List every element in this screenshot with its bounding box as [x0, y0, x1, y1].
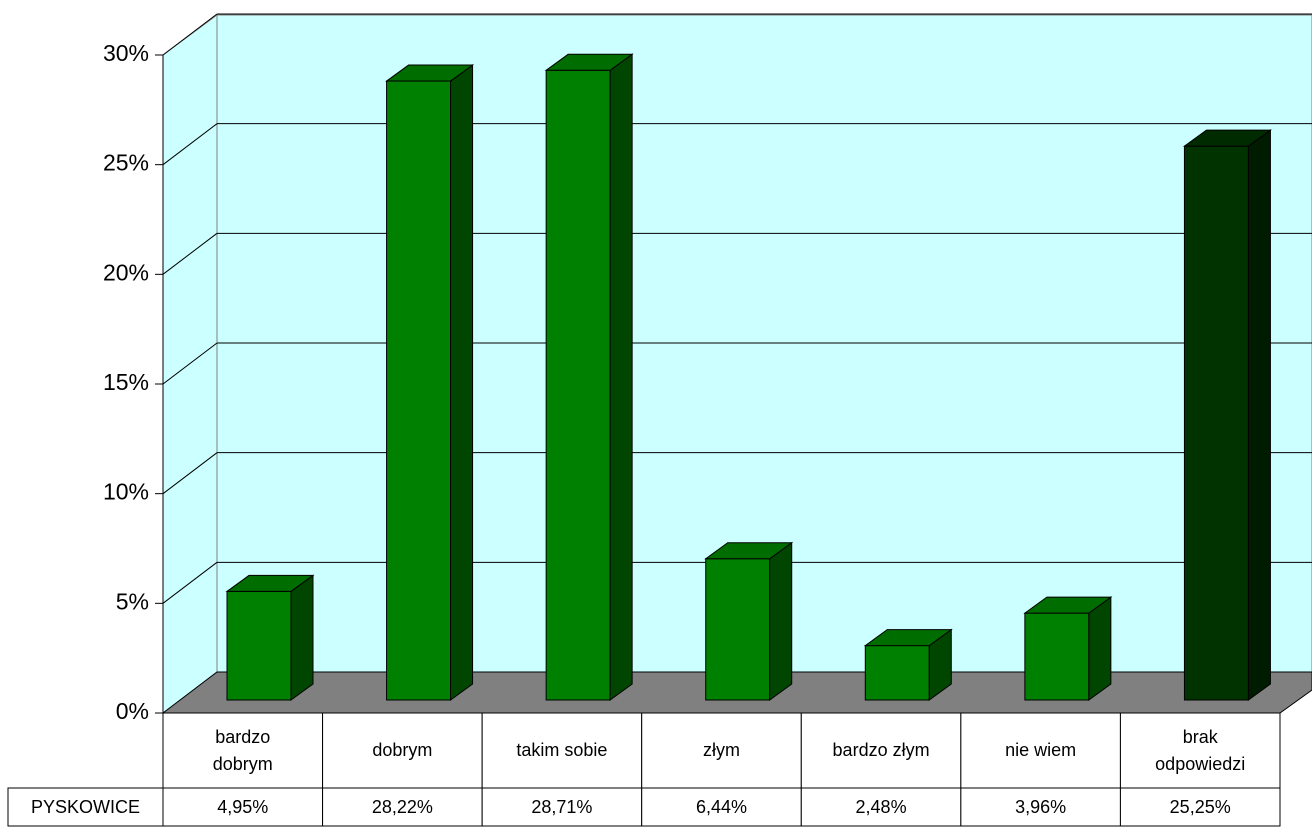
bar-front: [386, 80, 452, 701]
category-label-text: brak odpowiedzi: [1155, 727, 1246, 774]
value-label-text: 25,25%: [1169, 796, 1231, 817]
value-label: 28,22%: [323, 788, 483, 826]
value-label: 25,25%: [1120, 788, 1280, 826]
value-label-text: 6,44%: [695, 796, 747, 817]
table-cell: [1119, 712, 1281, 789]
y-tick-label: 15%: [103, 369, 149, 395]
value-label-text: 2,48%: [855, 796, 907, 817]
category-label-box: takim sobie: [482, 713, 642, 788]
value-label-text: 28,71%: [531, 796, 593, 817]
grid-line: [162, 342, 218, 385]
bar-top: [225, 574, 315, 592]
y-tick-label: 20%: [103, 259, 149, 285]
bar-side: [609, 53, 633, 701]
table-cell: [641, 787, 802, 827]
grid-line: [162, 123, 218, 166]
y-tick-label: 0%: [116, 698, 149, 724]
category-label-text: nie wiem: [1005, 740, 1077, 761]
bar-front: [545, 69, 611, 701]
grid-line: [162, 561, 218, 604]
y-tick-label: 5%: [116, 588, 149, 614]
category-label-text: bardzo dobrym: [212, 727, 273, 774]
value-label-box: 6,44%: [642, 788, 802, 826]
category-label-text: dobrym: [372, 740, 433, 761]
table-cell: [481, 787, 643, 827]
value-label-text: 3,96%: [1015, 796, 1067, 817]
bar-top: [704, 542, 794, 560]
value-label-box: 25,25%: [1120, 788, 1280, 826]
bar-front: [1183, 145, 1249, 701]
category-label: bardzo dobrym: [163, 713, 323, 788]
category-label-text: złym: [702, 740, 740, 761]
category-label-box: bardzo dobrym: [163, 713, 323, 788]
bar: [704, 541, 794, 701]
value-label-box: 28,71%: [482, 788, 642, 826]
bar: [544, 53, 634, 701]
grid-line: [162, 232, 218, 275]
value-label: 28,71%: [482, 788, 642, 826]
bar-top: [544, 53, 634, 71]
category-label-box: dobrym: [323, 713, 483, 788]
bar: [863, 628, 953, 701]
category-label: dobrym: [323, 713, 483, 788]
bar-front: [1024, 612, 1090, 701]
value-label-box: 4,95%: [163, 788, 323, 826]
bar-top: [1182, 129, 1272, 147]
bar: [1023, 596, 1113, 701]
value-label: 6,44%: [642, 788, 802, 826]
table-cell: [1119, 787, 1281, 827]
bar-front: [226, 590, 292, 701]
category-label-text: bardzo złym: [832, 740, 930, 761]
table-cell: [800, 712, 962, 789]
bar-top: [385, 64, 475, 82]
bar-side: [450, 64, 474, 701]
y-tick-label: 30%: [103, 40, 149, 66]
y-tick-label: 25%: [103, 150, 149, 176]
bar-side: [769, 541, 793, 701]
table-cell: [162, 712, 324, 789]
category-label-box: brak odpowiedzi: [1120, 713, 1280, 788]
grid-line: [162, 13, 218, 56]
table-cell: [960, 712, 1121, 789]
category-label: brak odpowiedzi: [1120, 713, 1280, 788]
bar: [385, 64, 475, 701]
value-label-box: 3,96%: [961, 788, 1121, 826]
value-label-box: 2,48%: [801, 788, 961, 826]
category-label-box: bardzo złym: [801, 713, 961, 788]
category-label-box: nie wiem: [961, 713, 1121, 788]
y-tick-label: 10%: [103, 479, 149, 505]
bar-top: [863, 629, 953, 647]
table-cell: [960, 787, 1121, 827]
value-label-text: 28,22%: [371, 796, 433, 817]
table-cell: [800, 787, 962, 827]
bar: [225, 574, 315, 701]
value-label-box: 28,22%: [323, 788, 483, 826]
value-label-text: 4,95%: [217, 796, 269, 817]
series-name-box: PYSKOWICE: [8, 788, 163, 826]
bar-front: [705, 558, 771, 701]
category-label: bardzo złym: [801, 713, 961, 788]
grid-line: [162, 452, 218, 495]
category-label-text: takim sobie: [516, 740, 608, 761]
value-label: 4,95%: [163, 788, 323, 826]
category-label: takim sobie: [482, 713, 642, 788]
series-name: PYSKOWICE: [8, 788, 163, 826]
bar-side: [1088, 596, 1112, 701]
bar-side: [290, 574, 314, 701]
category-label-box: złym: [642, 713, 802, 788]
bar-top: [1023, 596, 1113, 614]
bar-front: [864, 645, 930, 701]
table-cell: [7, 787, 164, 827]
value-label: 3,96%: [961, 788, 1121, 826]
bar: [1182, 129, 1272, 701]
category-label: nie wiem: [961, 713, 1121, 788]
table-cell: [322, 787, 483, 827]
bar-side: [1247, 129, 1271, 701]
category-label: złym: [642, 713, 802, 788]
value-label: 2,48%: [801, 788, 961, 826]
series-name-text: PYSKOWICE: [30, 796, 141, 817]
